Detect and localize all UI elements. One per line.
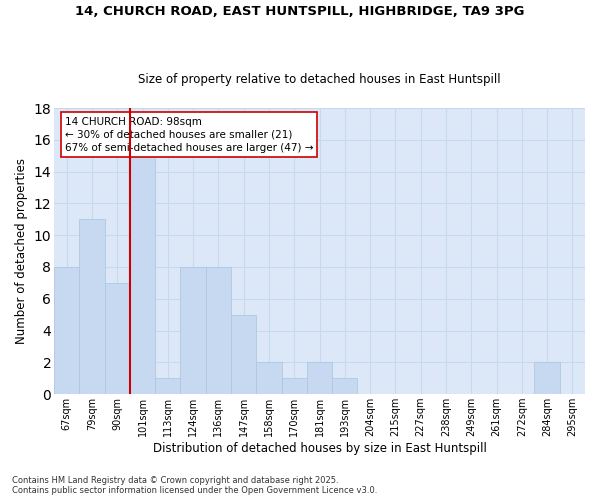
Bar bbox=[130, 156, 155, 394]
Bar bbox=[307, 362, 332, 394]
Bar bbox=[281, 378, 307, 394]
Bar bbox=[206, 267, 231, 394]
Bar bbox=[332, 378, 358, 394]
Bar bbox=[54, 267, 79, 394]
Bar bbox=[535, 362, 560, 394]
X-axis label: Distribution of detached houses by size in East Huntspill: Distribution of detached houses by size … bbox=[152, 442, 487, 455]
Bar bbox=[79, 220, 104, 394]
Bar bbox=[256, 362, 281, 394]
Text: 14 CHURCH ROAD: 98sqm
← 30% of detached houses are smaller (21)
67% of semi-deta: 14 CHURCH ROAD: 98sqm ← 30% of detached … bbox=[65, 116, 313, 153]
Bar bbox=[181, 267, 206, 394]
Text: Contains HM Land Registry data © Crown copyright and database right 2025.
Contai: Contains HM Land Registry data © Crown c… bbox=[12, 476, 377, 495]
Bar bbox=[155, 378, 181, 394]
Title: Size of property relative to detached houses in East Huntspill: Size of property relative to detached ho… bbox=[138, 73, 501, 86]
Bar bbox=[104, 283, 130, 394]
Text: 14, CHURCH ROAD, EAST HUNTSPILL, HIGHBRIDGE, TA9 3PG: 14, CHURCH ROAD, EAST HUNTSPILL, HIGHBRI… bbox=[75, 5, 525, 18]
Y-axis label: Number of detached properties: Number of detached properties bbox=[15, 158, 28, 344]
Bar bbox=[231, 314, 256, 394]
